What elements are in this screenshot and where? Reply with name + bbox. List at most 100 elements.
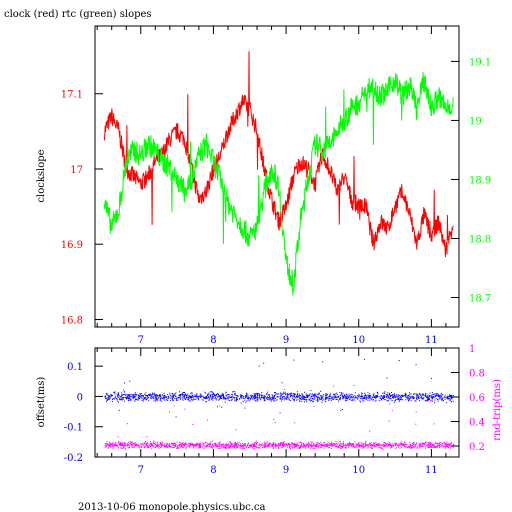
offset-point [255,394,256,396]
offset-point [228,400,230,402]
offset-point [127,396,129,398]
offset-point [263,398,265,400]
offset-point [246,400,248,402]
offset-point [213,396,215,398]
offset-point [307,395,309,397]
rnd-trip-point [131,446,133,448]
rnd-trip-point [398,444,400,446]
offset-point [266,396,268,398]
rnd-trip-point [275,446,277,448]
offset-point [285,393,287,395]
rnd-trip-point [320,446,322,448]
offset-point [302,395,304,397]
offset-point [152,393,154,395]
rnd-trip-point [145,441,147,442]
rnd-trip-point [124,444,125,446]
rnd-trip-point [303,445,305,446]
offset-point [191,395,193,397]
offset-point [130,400,132,401]
rnd-trip-point [172,444,174,446]
offset-point [339,399,341,401]
offset-point [162,395,164,397]
offset-point [306,397,308,399]
rnd-trip-point [428,441,430,443]
rnd-trip-point [105,446,107,448]
rnd-trip-point [189,444,191,445]
offset-point [333,393,334,395]
rnd-trip-point [436,442,438,444]
offset-point [172,399,174,401]
offset-point [416,397,418,399]
rnd-trip-point [212,445,214,447]
offset-point [432,396,434,398]
offset-point [338,395,340,397]
offset-point [383,394,385,396]
rnd-trip-point [413,442,415,444]
rnd-trip-point [232,446,234,448]
offset-point [360,396,362,398]
rnd-trip-point [315,444,317,446]
offset-point [142,395,144,397]
rnd-trip-point [350,443,352,444]
rnd-trip-point [432,446,434,448]
offset-point [192,396,194,398]
offset-point [384,397,386,399]
rnd-trip-point [436,446,438,448]
offset-point [187,397,189,398]
offset-point [288,397,290,399]
offset-point [272,395,274,397]
offset-point [309,393,311,395]
rnd-trip-point [214,443,215,445]
offset-point [315,393,317,395]
offset-point [368,397,370,399]
offset-point [269,399,271,401]
offset-point [148,399,150,401]
offset-point [361,392,363,394]
rnd-trip-point [230,444,232,446]
rnd-trip-point [134,442,136,444]
offset-point [391,394,393,396]
rnd-trip-point [385,444,387,446]
rnd-trip-point [307,443,309,445]
offset-point [447,398,449,400]
offset-point [315,396,317,398]
rnd-trip-point [318,447,320,449]
y2-tick-label: 18.9 [469,175,491,186]
offset-point [143,398,145,400]
offset-point [349,398,351,400]
offset-point [349,398,351,400]
offset-point [191,392,193,394]
rnd-trip-point [159,442,161,444]
rnd-trip-point [435,447,437,449]
offset-point [176,398,178,400]
rnd-trip-point [434,445,435,447]
rnd-trip-point [429,443,430,445]
offset-point [116,400,118,402]
rnd-trip-point [405,445,407,447]
rnd-trip-point [265,443,266,445]
rnd-trip-point [240,445,242,447]
rnd-trip-point [424,443,426,445]
offset-point [191,396,192,398]
rnd-trip-point [266,441,268,443]
offset-point [261,396,263,398]
offset-point [210,395,212,397]
rnd-trip-point [288,444,290,446]
offset-point [207,393,209,395]
offset-point [231,393,233,395]
rnd-trip-outlier-point [415,423,417,425]
offset-point [233,397,235,399]
offset-point [412,396,414,398]
offset-point [186,395,188,397]
offset-point [449,395,451,397]
offset-point [332,395,334,397]
rnd-trip-point [178,446,180,447]
rnd-trip-point [299,446,301,448]
rnd-trip-point [356,447,358,449]
rnd-trip-point [196,444,198,446]
offset-point [426,399,427,401]
offset-point [181,396,183,398]
rnd-trip-point [185,443,187,444]
rnd-trip-point [283,446,285,448]
rnd-trip-point [105,443,107,444]
